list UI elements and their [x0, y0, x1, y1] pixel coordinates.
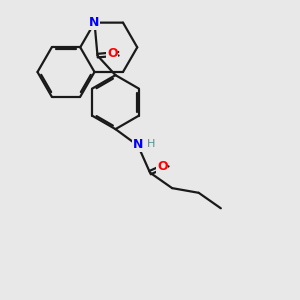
Text: N: N: [89, 16, 100, 29]
Text: N: N: [133, 138, 143, 151]
Text: H: H: [146, 139, 155, 149]
Text: O: O: [157, 160, 168, 173]
Text: O: O: [107, 47, 118, 60]
